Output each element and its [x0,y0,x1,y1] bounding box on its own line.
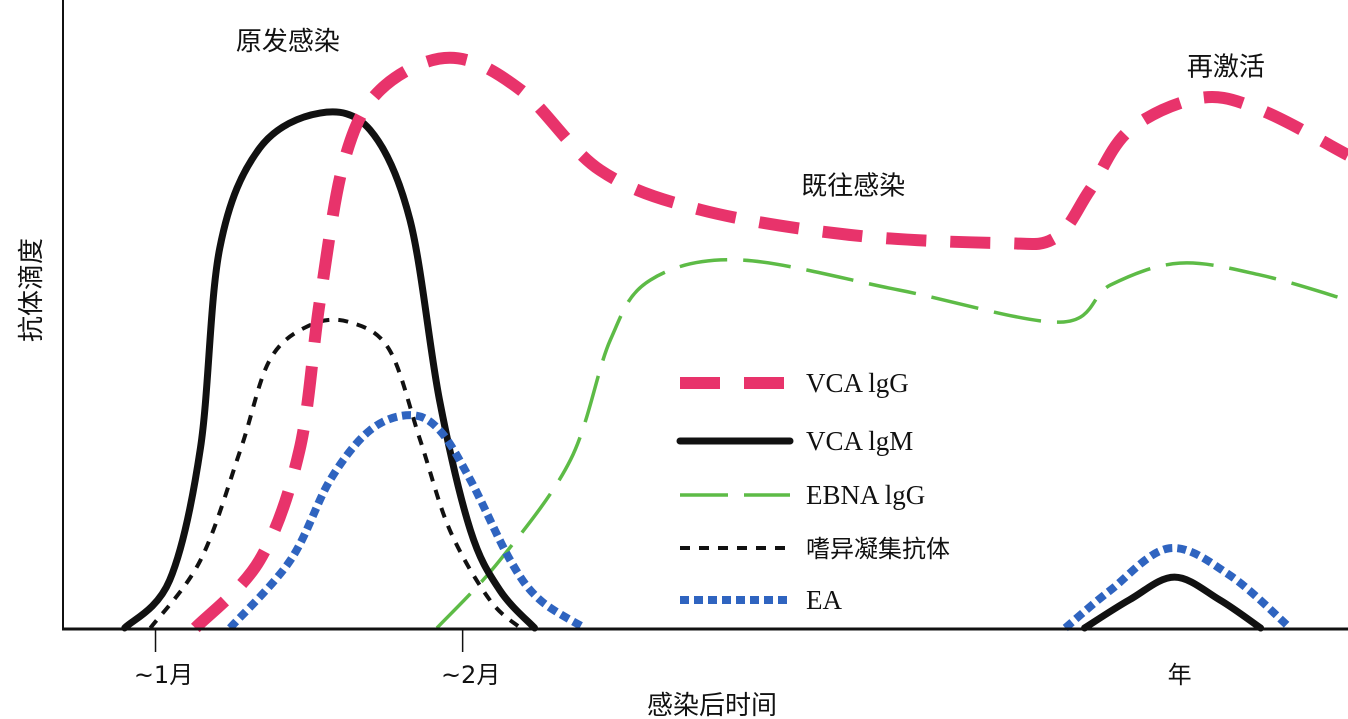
x-tick-label: 年 [1168,661,1192,689]
x-axis-label: 感染后时间 [647,691,777,719]
series-line-EA [1062,544,1293,632]
x-ticks: ~1月 ~2月 年 [134,629,1192,689]
series-line-EBNA-lgG [435,258,1348,630]
legend-label: EBNA lgG [806,480,925,510]
y-axis-label: 抗体滴度 [17,238,47,342]
annotation-label: 原发感染 [236,27,340,57]
series-line-VCA-lgM [1081,573,1265,632]
legend-label: EA [806,585,842,615]
series-line-VCA-lgM [121,108,539,632]
legend-label: VCA lgG [806,368,909,398]
legend: VCA lgG VCA lgM EBNA lgG 嗜异凝集抗体 EA [676,368,950,615]
annotation-label: 再激活 [1187,52,1265,82]
series-curves [121,51,1348,633]
annotation-label: 既往感染 [801,172,905,202]
legend-label: VCA lgM [806,426,913,456]
x-tick-label: ~1月 [134,661,193,689]
series-line-VCA-lgG [191,51,1348,633]
series-line-EA [227,411,587,632]
x-tick-label: ~2月 [441,661,500,689]
legend-label: 嗜异凝集抗体 [806,535,950,563]
